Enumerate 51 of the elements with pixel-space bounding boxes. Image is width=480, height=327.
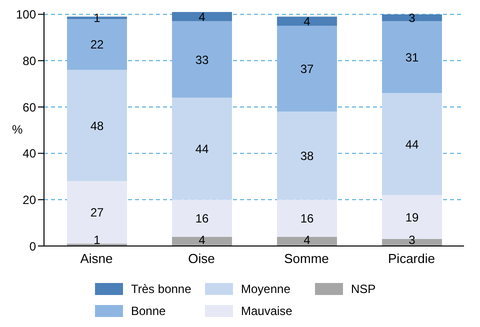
data-label: 4 (198, 233, 206, 247)
data-label: 1 (94, 233, 101, 247)
bar (277, 200, 337, 237)
data-label: 3 (408, 233, 416, 247)
y-tick-label: 0 (29, 239, 36, 254)
bar (172, 98, 232, 200)
y-tick-label: 60 (22, 100, 36, 114)
y-tick-label: 80 (22, 54, 36, 68)
data-label: 38 (300, 148, 314, 163)
x-tick-label: Aisne (80, 251, 113, 266)
bar (67, 181, 127, 244)
data-label: 31 (405, 50, 419, 64)
y-axis-title: % (12, 122, 23, 136)
data-label: 22 (90, 38, 104, 52)
y-tick-label: 40 (22, 146, 36, 161)
data-label: 48 (90, 118, 104, 133)
bar (382, 21, 442, 94)
data-label: 33 (195, 52, 209, 67)
data-label: 19 (405, 210, 419, 224)
data-label: 16 (300, 211, 314, 226)
bar (277, 236, 337, 246)
bar (277, 26, 337, 112)
data-label: 44 (195, 142, 209, 156)
data-label: 44 (405, 137, 419, 152)
data-label: 3 (408, 11, 416, 26)
bar (172, 12, 232, 22)
x-tick-label: Picardie (388, 251, 435, 266)
data-label: 37 (300, 62, 314, 76)
bar (172, 236, 232, 246)
bar (172, 200, 232, 237)
data-label: 27 (90, 206, 104, 220)
bar (277, 112, 337, 200)
data-label: 1 (94, 11, 101, 26)
x-tick-label: Oise (188, 251, 215, 266)
data-label: 16 (195, 211, 209, 226)
y-tick-label: 100 (16, 8, 36, 22)
legend-label: Moyenne (241, 282, 290, 296)
data-label: 4 (304, 233, 311, 247)
bar (382, 14, 442, 22)
bar (382, 93, 442, 196)
legend-label: Mauvaise (241, 304, 292, 318)
legend-label: NSP (351, 282, 376, 296)
legend-label: Très bonne (131, 282, 192, 296)
x-tick-label: Somme (284, 251, 329, 266)
bar (172, 21, 232, 98)
data-label: 4 (198, 10, 206, 24)
data-label: 4 (304, 14, 311, 29)
legend-label: Bonne (131, 304, 166, 318)
bar (277, 16, 337, 26)
bar (67, 70, 127, 182)
y-tick-label: 20 (22, 192, 36, 207)
